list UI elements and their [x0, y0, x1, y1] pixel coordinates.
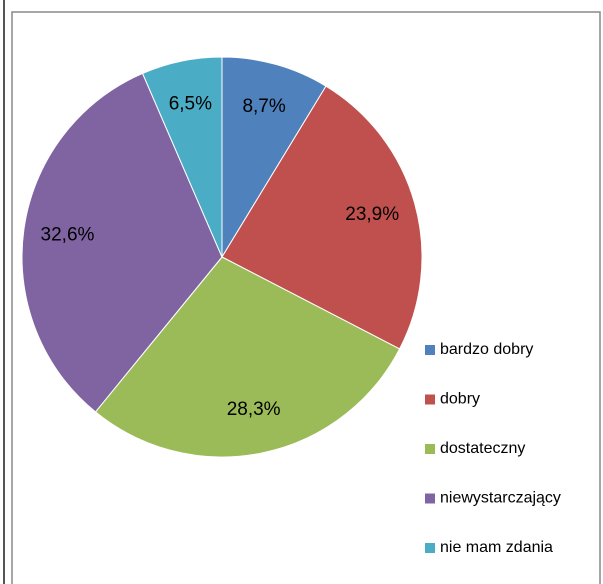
slice-label: 23,9% — [345, 204, 399, 225]
pie-slice — [221, 56, 327, 259]
pie-slice — [94, 256, 401, 458]
legend-label: bardzo dobry — [440, 341, 533, 358]
pie-slice — [221, 85, 423, 350]
frame — [11, 11, 601, 584]
legend-swatch — [425, 543, 435, 553]
legend: bardzo dobry dobry dostateczny niewystarcza… — [425, 341, 561, 556]
legend-label: niewystarczający — [440, 490, 561, 507]
slice-label: 6,5% — [169, 93, 212, 114]
slice-label: 8,7% — [242, 96, 285, 117]
legend-swatch — [425, 493, 435, 504]
pie-slice — [21, 72, 223, 413]
legend-label: dobry — [440, 391, 480, 408]
legend-swatch — [425, 394, 435, 405]
slice-label: 32,6% — [41, 225, 95, 246]
pie-slice — [141, 56, 223, 258]
legend-label: nie mam zdania — [440, 539, 553, 556]
legend-swatch — [425, 345, 435, 355]
slice-label: 28,3% — [227, 399, 281, 420]
pie: 8,7% 23,9% 28,3% 32,6% 6,5% — [21, 56, 423, 458]
legend-swatch — [425, 444, 435, 454]
legend-label: dostateczny — [440, 440, 525, 457]
